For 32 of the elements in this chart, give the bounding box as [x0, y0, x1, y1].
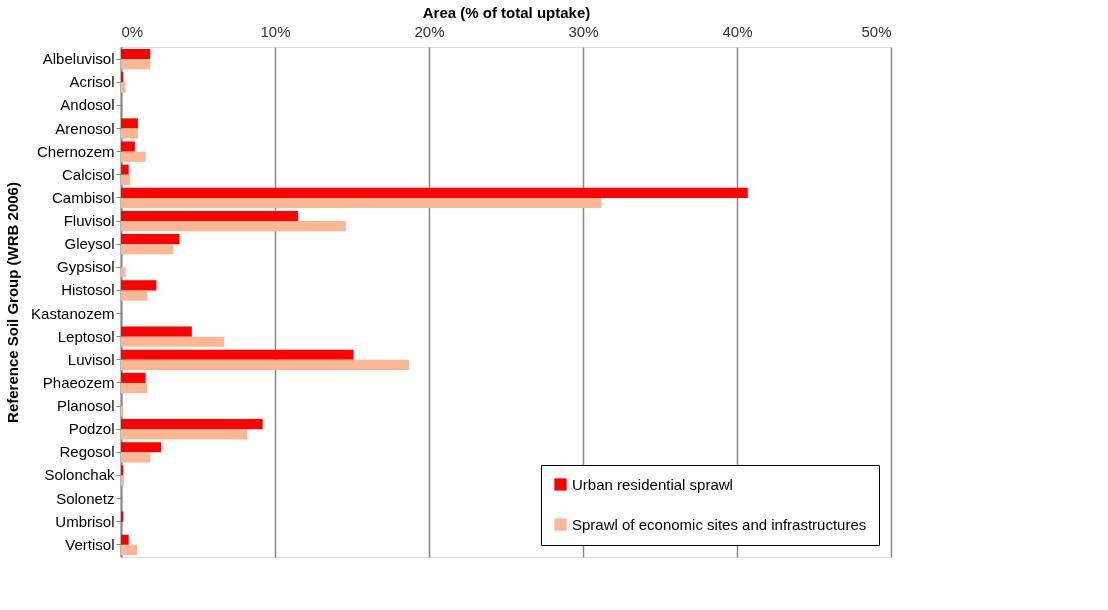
legend-label: Sprawl of economic sites and infrastructures [572, 515, 867, 533]
y-tick-label: Umbrisol [55, 512, 115, 530]
y-tick-label: Gypsisol [56, 258, 115, 276]
y-tick-label: Phaeozem [42, 373, 115, 391]
y-tick-label: Albeluvisol [42, 50, 115, 68]
y-tick-label: Calcisol [61, 165, 115, 183]
y-tick-label: Histosol [61, 281, 115, 299]
y-tick-label: Solonetz [56, 489, 115, 507]
y-tick-label: Chernozem [36, 142, 115, 160]
y-tick-label: Kastanozem [31, 304, 115, 322]
x-tick-label: 20% [414, 22, 445, 40]
y-tick-label: Cambisol [51, 188, 115, 206]
x-tick-label: 10% [260, 22, 291, 40]
x-tick-label: 40% [722, 22, 753, 40]
x-axis-title: Area (% of total uptake) [422, 3, 591, 21]
y-tick-label: Vertisol [65, 535, 115, 553]
y-tick-label: Podzol [68, 420, 115, 438]
x-tick-label: 0% [121, 22, 144, 40]
y-tick-label: Fluvisol [63, 212, 115, 230]
x-tick-label: 50% [861, 22, 892, 40]
y-axis-title: Reference Soil Group (WRB 2006) [4, 182, 22, 423]
y-tick-label: Arenosol [55, 119, 115, 137]
y-tick-label: Regosol [59, 443, 115, 461]
y-tick-label: Planosol [56, 397, 115, 415]
y-tick-label: Leptosol [57, 327, 115, 345]
x-tick-label: 30% [568, 22, 599, 40]
y-tick-label: Solonchak [44, 466, 115, 484]
y-tick-label: Acrisol [69, 73, 115, 91]
y-tick-label: Andosol [60, 96, 115, 114]
legend-label: Urban residential sprawl [572, 475, 733, 493]
y-tick-label: Gleysol [64, 235, 115, 253]
y-tick-label: Luvisol [67, 350, 115, 368]
